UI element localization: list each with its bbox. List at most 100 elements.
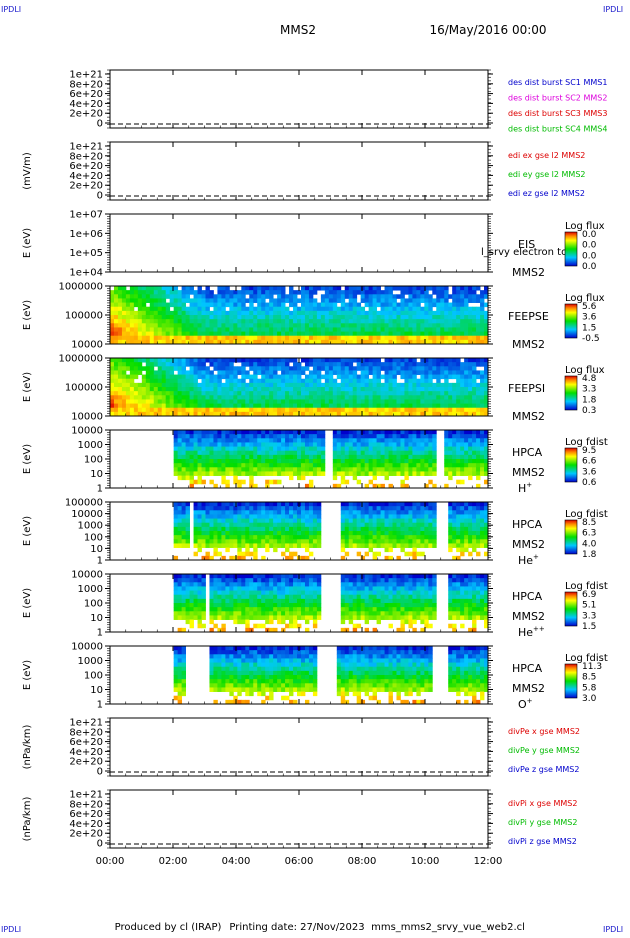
spectrogram-cell: [241, 358, 245, 363]
spectrogram-cell: [293, 523, 297, 528]
spectrogram-cell: [361, 434, 365, 439]
spectrogram-cell: [400, 336, 404, 341]
spectrogram-cell: [393, 438, 397, 443]
spectrogram-cell: [186, 395, 190, 400]
spectrogram-cell: [448, 447, 452, 452]
spectrogram-cell: [408, 375, 412, 380]
spectrogram-cell: [460, 539, 464, 544]
spectrogram-cell: [209, 399, 213, 404]
spectrogram-cell: [424, 294, 428, 299]
spectrogram-cell: [408, 395, 412, 400]
spectrogram-hpca-h: [174, 430, 489, 488]
spectrogram-cell: [198, 332, 202, 337]
spectrogram-cell: [333, 366, 337, 371]
spectrogram-cell: [205, 375, 209, 380]
spectrogram-cell: [245, 531, 249, 536]
spectrogram-cell: [333, 395, 337, 400]
spectrogram-cell: [293, 387, 297, 392]
spectrogram-cell: [373, 476, 377, 481]
spectrogram-cell: [365, 467, 369, 472]
spectrogram-cell: [432, 451, 436, 456]
spectrogram-cell: [444, 471, 448, 476]
spectrogram-cell: [126, 294, 130, 299]
spectrogram-cell: [154, 399, 158, 404]
spectrogram-cell: [217, 603, 221, 608]
spectrogram-cell: [273, 548, 277, 553]
spectrogram-cell: [385, 375, 389, 380]
spectrogram-cell: [162, 358, 166, 363]
spectrogram-cell: [253, 543, 257, 548]
spectrogram-cell: [448, 519, 452, 524]
spectrogram-cell: [436, 383, 440, 388]
spectrogram-cell: [404, 552, 408, 557]
spectrogram-cell: [190, 290, 194, 295]
spectrogram-cell: [428, 286, 432, 291]
spectrogram-cell: [225, 611, 229, 616]
spectrogram-cell: [416, 523, 420, 528]
spectrogram-cell: [369, 315, 373, 320]
spectrogram-cell: [221, 595, 225, 600]
spectrogram-cell: [182, 582, 186, 587]
species-name: He: [518, 554, 533, 567]
spectrogram-cell: [389, 434, 393, 439]
spectrogram-cell: [221, 298, 225, 303]
spectrogram-cell: [333, 315, 337, 320]
spectrogram-cell: [393, 387, 397, 392]
spectrogram-cell: [341, 336, 345, 341]
spectrogram-cell: [265, 434, 269, 439]
spectrogram-cell: [118, 387, 122, 392]
spectrogram-cell: [424, 375, 428, 380]
spectrogram-cell: [209, 370, 213, 375]
spectrogram-cell: [305, 430, 309, 435]
spectrogram-cell: [404, 383, 408, 388]
spectrogram-cell: [381, 531, 385, 536]
spectrogram-cell: [194, 595, 198, 600]
spectrogram-cell: [444, 467, 448, 472]
spectrogram-cell: [416, 552, 420, 557]
spectrogram-cell: [273, 531, 277, 536]
spectrogram-cell: [194, 451, 198, 456]
spectrogram-cell: [460, 442, 464, 447]
spectrogram-cell: [162, 404, 166, 409]
spectrogram-cell: [412, 311, 416, 316]
spectrogram-cell: [198, 399, 202, 404]
spectrogram-cell: [428, 303, 432, 308]
spectrogram-cell: [373, 543, 377, 548]
spectrogram-cell: [317, 286, 321, 291]
spectrogram-cell: [361, 391, 365, 396]
spectrogram-cell: [369, 366, 373, 371]
spectrogram-cell: [377, 379, 381, 384]
spectrogram-cell: [285, 315, 289, 320]
spectrogram-cell: [480, 327, 484, 332]
spectrogram-cell: [198, 543, 202, 548]
spectrogram-cell: [182, 510, 186, 515]
spectrogram-cell: [217, 574, 221, 579]
spectrogram-cell: [205, 332, 209, 337]
spectrogram-cell: [205, 294, 209, 299]
colorbar-tick-label: 1.5: [582, 323, 596, 333]
spectrogram-cell: [329, 404, 333, 409]
spectrogram-cell: [225, 519, 229, 524]
spectrogram-cell: [194, 332, 198, 337]
spectrogram-cell: [202, 430, 206, 435]
spectrogram-cell: [261, 358, 265, 363]
spectrogram-cell: [468, 531, 472, 536]
spectrogram-cell: [321, 399, 325, 404]
spectrogram-cell: [412, 514, 416, 519]
spectrogram-cell: [209, 506, 213, 511]
spectrogram-cell: [448, 294, 452, 299]
spectrogram-cell: [317, 327, 321, 332]
spectrogram-cell: [456, 362, 460, 367]
spectrogram-cell: [209, 591, 213, 596]
instrument-label: HPCA: [512, 518, 543, 531]
spectrogram-cell: [257, 290, 261, 295]
spectrogram-cell: [174, 307, 178, 312]
spectrogram-cell: [213, 510, 217, 515]
spectrogram-cell: [198, 307, 202, 312]
spectrogram-cell: [345, 539, 349, 544]
spectrogram-cell: [428, 315, 432, 320]
spectrogram-cell: [420, 358, 424, 363]
spectrogram-cell: [412, 366, 416, 371]
spectrogram-cell: [420, 438, 424, 443]
spectrogram-cell: [448, 476, 452, 481]
